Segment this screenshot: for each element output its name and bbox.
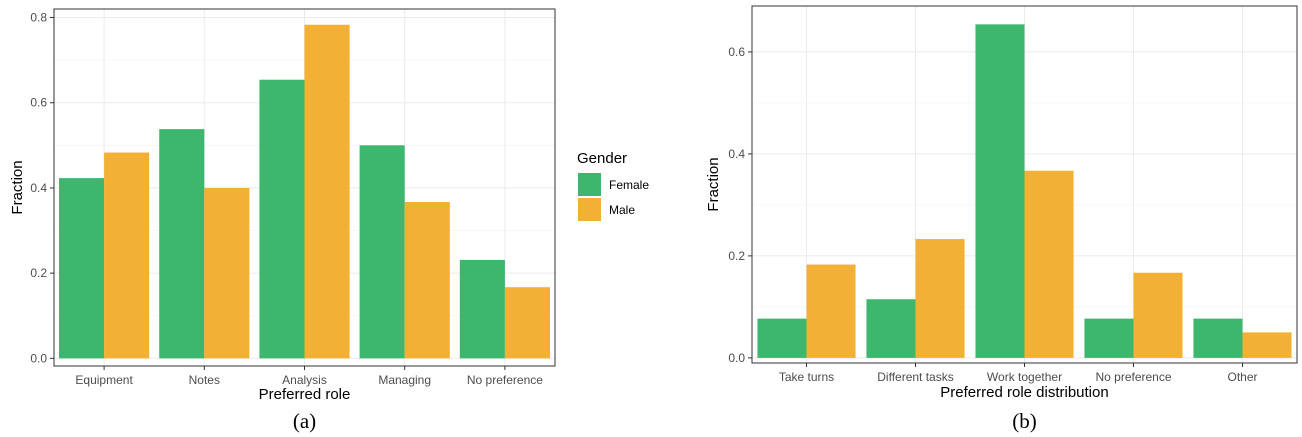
bar-male-work-together: [1024, 170, 1074, 358]
y-tick-label: 0.4: [728, 147, 745, 161]
bar-female-take-turns: [757, 318, 807, 358]
y-axis: 0.0 0.2 0.4 0.6 0.8: [30, 11, 54, 365]
x-tick-label: Managing: [378, 373, 431, 387]
y-axis-title: Fraction: [705, 157, 722, 211]
y-tick-label: 0.2: [30, 266, 47, 280]
bar-female-other: [1193, 318, 1243, 358]
bar-female-no-preference: [1084, 318, 1134, 358]
chart-panel-a: 0.0 0.2 0.4 0.6 0.8 Equipment Notes Analysis Man…: [9, 8, 556, 433]
y-tick-label: 0.6: [728, 45, 745, 59]
bars: [757, 24, 1292, 358]
panel-caption: (a): [293, 409, 316, 433]
chart-panel-b: 0.0 0.2 0.4 0.6 Take turns Different tasks Wor…: [705, 5, 1298, 433]
panel-caption: (b): [1012, 409, 1037, 433]
x-tick-label: Different tasks: [877, 370, 953, 384]
bar-female-no-preference: [459, 259, 505, 359]
bar-female-work-together: [975, 24, 1025, 358]
legend-swatch-female: [578, 173, 601, 196]
bar-male-no-preference: [1133, 272, 1183, 358]
legend: Gender Female Male: [577, 150, 649, 221]
x-tick-label: No preference: [467, 373, 543, 387]
y-tick-label: 0.0: [728, 351, 745, 365]
x-axis-title: Preferred role distribution: [940, 384, 1108, 401]
bar-male-managing: [404, 201, 450, 359]
bar-male-notes: [204, 187, 250, 359]
y-tick-label: 0.8: [30, 11, 47, 25]
y-tick-label: 0.6: [30, 96, 47, 110]
y-axis-title: Fraction: [9, 160, 26, 214]
x-tick-label: Other: [1227, 370, 1257, 384]
bar-male-equipment: [104, 152, 150, 359]
bar-female-different-tasks: [866, 299, 916, 358]
bar-male-different-tasks: [915, 239, 965, 358]
x-tick-label: Notes: [189, 373, 220, 387]
x-tick-label: Take turns: [779, 370, 834, 384]
bars: [59, 24, 550, 359]
bar-female-analysis: [259, 79, 305, 359]
bar-male-analysis: [304, 24, 350, 359]
bar-male-other: [1242, 332, 1292, 358]
x-tick-label: Analysis: [282, 373, 327, 387]
x-tick-label: No preference: [1095, 370, 1171, 384]
x-tick-label: Equipment: [75, 373, 133, 387]
legend-label-male: Male: [609, 203, 635, 217]
bar-male-take-turns: [806, 264, 856, 358]
bar-female-equipment: [59, 178, 105, 359]
x-axis: Equipment Notes Analysis Managing No prefere…: [75, 366, 543, 387]
legend-label-female: Female: [609, 178, 649, 192]
y-tick-label: 0.0: [30, 351, 47, 365]
x-axis-title: Preferred role: [259, 386, 351, 403]
bar-female-notes: [159, 129, 205, 359]
x-tick-label: Work together: [987, 370, 1062, 384]
x-axis: Take turns Different tasks Work together No…: [779, 363, 1258, 384]
y-tick-label: 0.4: [30, 181, 47, 195]
legend-title: Gender: [577, 150, 627, 167]
bar-female-managing: [359, 145, 405, 359]
bar-male-no-preference: [504, 287, 550, 359]
y-axis: 0.0 0.2 0.4 0.6: [728, 45, 752, 365]
y-tick-label: 0.2: [728, 249, 745, 263]
legend-swatch-male: [578, 198, 601, 221]
